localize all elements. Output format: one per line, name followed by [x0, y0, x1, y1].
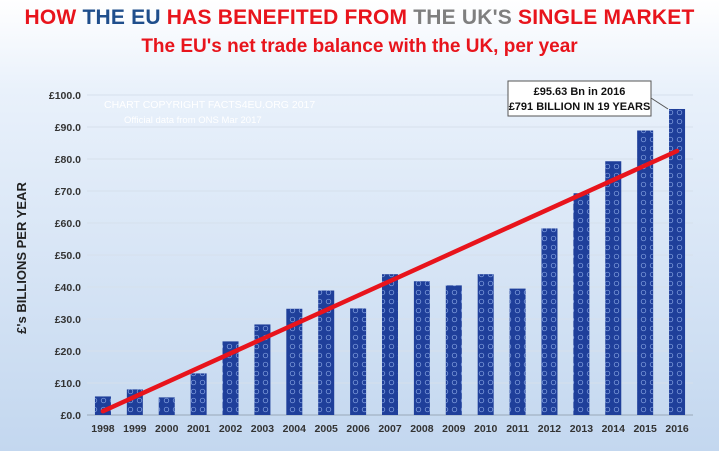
x-tick-label: 2006 — [346, 423, 370, 435]
bar-star-pattern — [477, 274, 494, 415]
bar-star-pattern — [573, 193, 590, 415]
x-tick-label: 2010 — [474, 423, 498, 435]
y-tick-label: £0.0 — [61, 410, 82, 422]
title-segment: SINGLE MARKET — [518, 6, 695, 29]
y-tick-label: £100.0 — [49, 90, 81, 102]
x-tick-label: 2002 — [219, 423, 243, 435]
y-tick-label: £30.0 — [55, 314, 81, 326]
y-tick-label: £50.0 — [55, 250, 81, 262]
title-segment: HAS BENEFITED FROM — [166, 6, 414, 29]
x-tick-label: 2015 — [633, 423, 657, 435]
bar-star-pattern — [318, 290, 335, 415]
title-segment: EU — [131, 6, 167, 29]
y-tick-label: £80.0 — [55, 154, 81, 166]
chart-subtitle: The EU's net trade balance with the UK, … — [141, 36, 578, 57]
trend-line — [100, 148, 680, 414]
source-text: Official data from ONS Mar 2017 — [124, 115, 262, 126]
bar-star-pattern — [509, 288, 526, 415]
x-tick-label: 2003 — [251, 423, 275, 435]
x-tick-label: 2016 — [665, 423, 689, 435]
bar-star-pattern — [350, 308, 367, 415]
y-tick-label: £10.0 — [55, 378, 81, 390]
bar-star-pattern — [413, 281, 430, 415]
x-tick-label: 2012 — [538, 423, 562, 435]
y-tick-label: £60.0 — [55, 218, 81, 230]
bar-star-pattern — [286, 308, 303, 415]
callout-line-2: £791 BILLION IN 19 YEARS — [509, 101, 651, 113]
y-tick-label: £20.0 — [55, 346, 81, 358]
bar-star-pattern — [254, 324, 271, 415]
bar-star-pattern — [541, 228, 558, 415]
x-tick-label: 2005 — [315, 423, 339, 435]
bar-star-pattern — [190, 373, 207, 415]
x-tick-label: 2013 — [570, 423, 594, 435]
chart-title: HOW THE EU HAS BENEFITED FROM THE UK'S S… — [0, 6, 719, 30]
bar-star-pattern — [445, 285, 462, 415]
x-tick-label: 2001 — [187, 423, 211, 435]
bar-star-pattern — [669, 108, 686, 415]
y-axis-label: £'s BILLIONS PER YEAR — [14, 182, 29, 334]
x-tick-label: 2011 — [506, 423, 529, 435]
bar-star-pattern — [222, 341, 239, 415]
y-tick-label: £40.0 — [55, 282, 81, 294]
callout-box: £95.63 Bn in 2016 £791 BILLION IN 19 YEA… — [507, 80, 669, 117]
title-segment: HOW — [24, 6, 83, 29]
copyright-text: CHART COPYRIGHT FACTS4EU.ORG 2017 — [104, 99, 315, 111]
x-tick-label: 2007 — [378, 423, 402, 435]
bar-star-pattern — [382, 274, 398, 415]
x-tick-label: 1999 — [123, 423, 147, 435]
title-segment: UK'S — [461, 6, 519, 29]
bar-star-pattern — [637, 130, 654, 415]
bar-star-pattern — [605, 161, 622, 415]
title-segment: THE — [82, 6, 132, 29]
x-tick-label: 2008 — [410, 423, 434, 435]
callout-line-1: £95.63 Bn in 2016 — [534, 86, 626, 98]
y-tick-label: £70.0 — [55, 186, 81, 198]
x-tick-label: 2009 — [442, 423, 466, 435]
x-tick-label: 2000 — [155, 423, 179, 435]
bar-star-pattern — [158, 397, 175, 415]
x-tick-label: 2014 — [602, 423, 626, 435]
y-tick-label: £90.0 — [55, 122, 81, 134]
x-tick-label: 2004 — [283, 423, 307, 435]
x-tick-label: 1998 — [91, 423, 115, 435]
title-segment: THE — [413, 6, 462, 29]
